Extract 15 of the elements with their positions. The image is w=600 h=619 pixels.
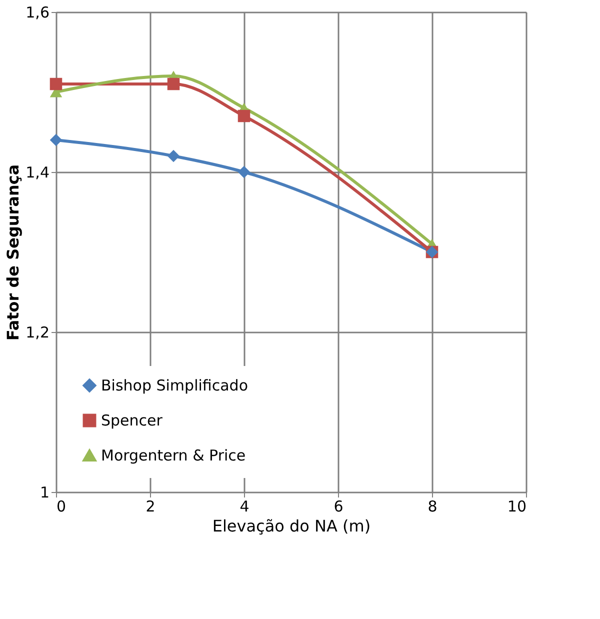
y-tick-label: 1,2 <box>26 324 50 342</box>
x-tick-label: 0 <box>56 498 66 516</box>
x-tick-label: 2 <box>146 498 156 516</box>
legend-label: Bishop Simplificado <box>101 376 248 394</box>
y-tick-label: 1,4 <box>26 164 50 182</box>
legend-label: Morgentern & Price <box>101 446 246 464</box>
x-tick-label: 10 <box>507 498 526 516</box>
x-axis-title: Elevação do NA (m) <box>212 516 371 536</box>
x-tick-label: 6 <box>334 498 344 516</box>
x-tick-label: 4 <box>240 498 250 516</box>
x-tick-label: 8 <box>428 498 438 516</box>
y-axis-title: Fator de Segurança <box>4 164 23 341</box>
legend-label: Spencer <box>101 412 164 430</box>
y-tick-label: 1,6 <box>26 4 50 22</box>
y-tick-label: 1 <box>40 484 50 502</box>
